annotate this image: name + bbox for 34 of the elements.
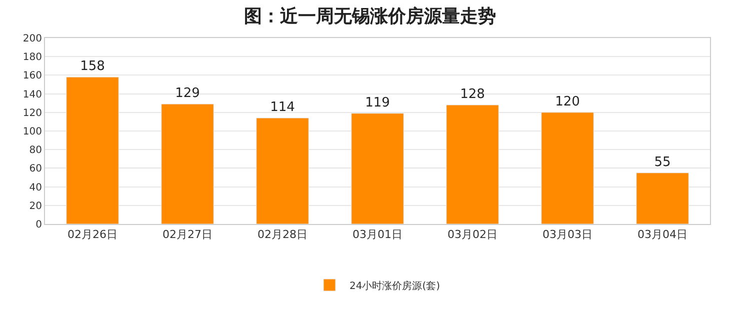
data-label: 129 [175,86,200,102]
y-tick-label: 80 [29,145,42,156]
bar [446,104,499,224]
x-tick-label: 02月27日 [162,228,212,242]
bar [161,104,214,224]
bar [256,118,309,224]
bar [541,112,594,224]
y-tick-label: 60 [29,164,42,175]
data-label: 114 [270,100,295,115]
y-tick-label: 120 [22,108,42,119]
y-tick-label: 160 [22,70,42,82]
data-label: 120 [555,94,580,110]
x-tick-label: 03月03日 [542,228,592,242]
x-tick-label: 03月02日 [448,228,498,242]
data-label: 55 [654,154,671,170]
x-tick-label: 02月26日 [68,228,118,242]
x-tick-label: 02月28日 [258,228,308,242]
y-tick-label: 0 [36,220,42,230]
x-tick-label: 03月01日 [352,228,402,242]
bar [66,76,119,224]
y-tick-label: 200 [22,34,42,44]
y-tick-label: 140 [22,89,42,100]
bar [351,113,404,224]
data-label: 158 [80,59,105,74]
y-tick-label: 100 [22,126,42,138]
y-tick-label: 20 [29,200,42,212]
data-label: 128 [460,86,485,102]
y-tick-label: 40 [29,182,42,194]
x-tick-label: 03月04日 [638,228,688,242]
bar [636,172,689,224]
chart-title: 图：近一周无锡涨价房源量走势 [244,6,496,27]
legend-label: 24小时涨价房源(套) [350,280,440,292]
y-tick-label: 180 [22,52,42,64]
data-label: 119 [365,95,390,110]
